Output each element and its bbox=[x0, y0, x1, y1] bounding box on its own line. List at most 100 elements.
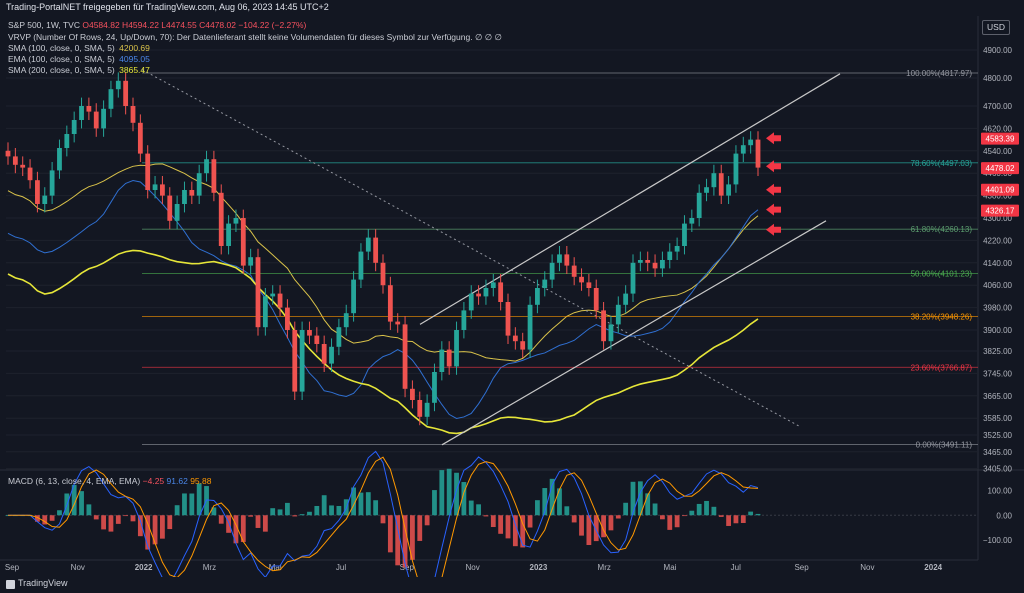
candle[interactable] bbox=[196, 173, 202, 196]
candle[interactable] bbox=[505, 302, 511, 336]
candle[interactable] bbox=[101, 108, 106, 129]
candle[interactable] bbox=[174, 204, 180, 221]
candle[interactable] bbox=[93, 111, 99, 129]
candle[interactable] bbox=[307, 330, 312, 336]
candle[interactable] bbox=[365, 237, 371, 252]
currency-button[interactable]: USD bbox=[982, 20, 1010, 35]
candle[interactable] bbox=[652, 262, 658, 269]
candle[interactable] bbox=[667, 251, 673, 260]
candle[interactable] bbox=[123, 80, 129, 106]
candle[interactable] bbox=[380, 262, 386, 286]
candle[interactable] bbox=[593, 288, 599, 311]
candle[interactable] bbox=[461, 310, 467, 330]
candle[interactable] bbox=[373, 237, 379, 263]
candle[interactable] bbox=[49, 170, 55, 196]
candle[interactable] bbox=[277, 293, 283, 308]
candle[interactable] bbox=[689, 218, 695, 224]
candle[interactable] bbox=[726, 184, 731, 196]
candle[interactable] bbox=[718, 173, 724, 196]
candle[interactable] bbox=[292, 330, 298, 392]
candle[interactable] bbox=[42, 195, 48, 204]
legend-sma200[interactable]: SMA (200, close, 0, SMA, 5) 3865.47 bbox=[8, 65, 152, 76]
candle[interactable] bbox=[299, 330, 305, 392]
candle[interactable] bbox=[71, 120, 77, 134]
candle[interactable] bbox=[446, 349, 452, 367]
candle[interactable] bbox=[637, 260, 643, 263]
candle[interactable] bbox=[262, 296, 268, 328]
candle[interactable] bbox=[152, 184, 158, 190]
candle[interactable] bbox=[160, 184, 165, 196]
candle[interactable] bbox=[417, 400, 423, 417]
candle[interactable] bbox=[483, 288, 489, 297]
candle[interactable] bbox=[674, 246, 680, 252]
candle[interactable] bbox=[476, 293, 481, 297]
candle[interactable] bbox=[520, 341, 526, 350]
candle[interactable] bbox=[255, 257, 261, 328]
candle[interactable] bbox=[226, 223, 231, 246]
candle[interactable] bbox=[432, 372, 437, 403]
candle[interactable] bbox=[755, 139, 761, 168]
candle[interactable] bbox=[27, 167, 33, 181]
candle[interactable] bbox=[285, 307, 290, 330]
candle[interactable] bbox=[130, 106, 136, 123]
candle[interactable] bbox=[86, 106, 92, 112]
candle[interactable] bbox=[204, 159, 209, 174]
candle[interactable] bbox=[12, 156, 18, 165]
candle[interactable] bbox=[387, 285, 393, 322]
candle[interactable] bbox=[321, 344, 327, 364]
candle[interactable] bbox=[696, 192, 702, 218]
candle[interactable] bbox=[20, 164, 26, 168]
candle[interactable] bbox=[549, 262, 555, 280]
candle[interactable] bbox=[35, 180, 40, 204]
candle[interactable] bbox=[535, 288, 540, 305]
candle[interactable] bbox=[248, 257, 254, 266]
legend-sma100[interactable]: SMA (100, close, 0, SMA, 5) 4200.69 bbox=[8, 43, 152, 54]
candle[interactable] bbox=[527, 304, 533, 350]
candle[interactable] bbox=[468, 293, 474, 311]
legend-vrvp[interactable]: VRVP (Number Of Rows, 24, Up/Down, 70): … bbox=[8, 32, 502, 43]
candle[interactable] bbox=[615, 304, 621, 325]
candle[interactable] bbox=[579, 276, 584, 283]
legend-ema100[interactable]: EMA (100, close, 0, SMA, 5) 4095.05 bbox=[8, 54, 152, 65]
candle[interactable] bbox=[542, 279, 548, 288]
macd-legend[interactable]: MACD (6, 13, close, 4, EMA, EMA) −4.25 9… bbox=[8, 476, 211, 487]
candle[interactable] bbox=[704, 187, 709, 193]
candle[interactable] bbox=[564, 254, 570, 266]
candle[interactable] bbox=[630, 262, 636, 294]
candle[interactable] bbox=[343, 313, 349, 328]
candle[interactable] bbox=[329, 346, 334, 364]
candle[interactable] bbox=[351, 279, 356, 314]
candle[interactable] bbox=[57, 148, 62, 171]
candle[interactable] bbox=[145, 153, 151, 190]
candle[interactable] bbox=[748, 139, 754, 146]
candle[interactable] bbox=[108, 89, 114, 109]
candle[interactable] bbox=[240, 218, 246, 266]
channel-upper-line[interactable] bbox=[419, 73, 841, 325]
candle[interactable] bbox=[270, 293, 276, 297]
candle[interactable] bbox=[336, 327, 342, 347]
candle[interactable] bbox=[395, 321, 401, 325]
candle[interactable] bbox=[64, 134, 70, 148]
candle[interactable] bbox=[733, 153, 739, 185]
candle[interactable] bbox=[314, 335, 320, 344]
candle[interactable] bbox=[601, 310, 606, 342]
candle[interactable] bbox=[512, 335, 518, 342]
candle[interactable] bbox=[402, 324, 408, 389]
channel-lower-line[interactable] bbox=[441, 220, 827, 446]
candle[interactable] bbox=[79, 106, 84, 120]
candle[interactable] bbox=[182, 190, 187, 204]
candle[interactable] bbox=[167, 195, 173, 221]
candle[interactable] bbox=[5, 150, 11, 157]
candle[interactable] bbox=[740, 145, 746, 154]
candle[interactable] bbox=[682, 223, 687, 246]
candle[interactable] bbox=[645, 260, 651, 263]
candle[interactable] bbox=[115, 80, 121, 90]
candle[interactable] bbox=[586, 282, 592, 288]
candle[interactable] bbox=[211, 159, 217, 193]
candle[interactable] bbox=[424, 402, 430, 417]
candle[interactable] bbox=[557, 254, 562, 263]
candle[interactable] bbox=[454, 330, 459, 367]
candle[interactable] bbox=[218, 192, 224, 246]
candle[interactable] bbox=[498, 282, 504, 302]
chart-canvas[interactable]: 4900.004800.004700.004620.004540.004460.… bbox=[0, 0, 1024, 577]
